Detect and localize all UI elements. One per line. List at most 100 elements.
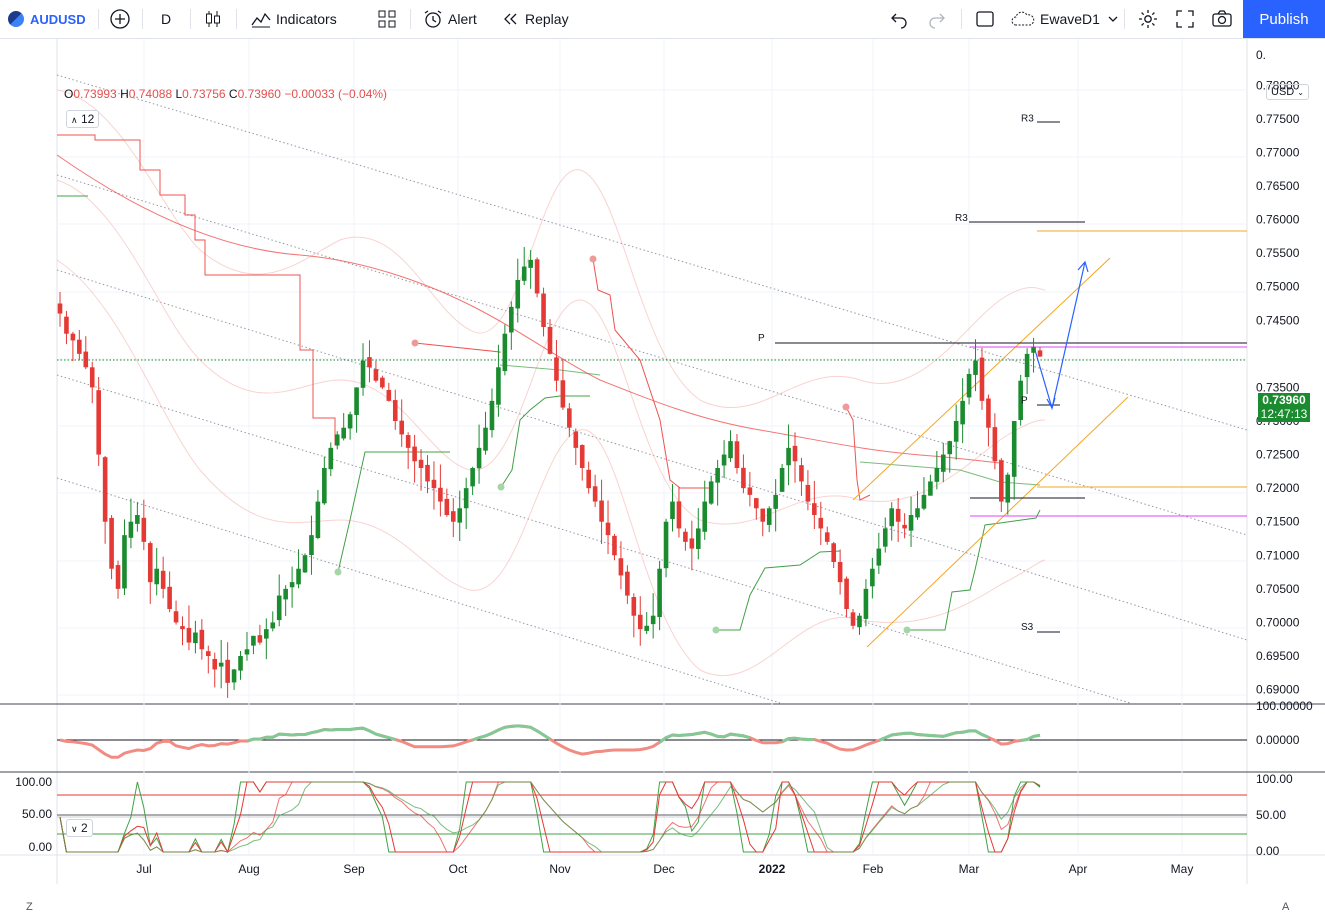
candle-body [445, 499, 450, 515]
pane2-oscillator-positive [311, 731, 317, 732]
rewind-icon [501, 10, 521, 28]
candle-body [122, 535, 127, 588]
candle-body [361, 361, 366, 388]
candle-body [851, 612, 856, 625]
bar-countdown: 12:47:13 [1258, 407, 1310, 421]
chart-type-button[interactable] [203, 0, 223, 38]
alert-button[interactable]: Alert [422, 0, 477, 38]
candle-body [986, 399, 991, 428]
candle-body [896, 509, 901, 522]
candle-body [838, 562, 843, 582]
replay-button[interactable]: Replay [501, 0, 569, 38]
pane3-toggle[interactable]: ∨ 2 [66, 819, 93, 837]
pane3-tick-label: 100.00 [1256, 772, 1293, 786]
candle-body [470, 468, 475, 486]
candle-body [947, 441, 952, 454]
candle-body [728, 441, 733, 458]
candle-body [967, 374, 972, 397]
pane2-oscillator-positive [479, 736, 485, 738]
settings-button[interactable] [1137, 0, 1159, 38]
pane3-left-tick-label: 50.00 [22, 807, 52, 821]
candle-body [573, 431, 578, 447]
price-tick-label: 0.75500 [1256, 246, 1300, 260]
price-tick-label: 0.70500 [1256, 582, 1300, 596]
interval-button[interactable]: D [161, 0, 171, 38]
candle-body [812, 503, 817, 515]
candle-body [922, 495, 927, 509]
candle-body [522, 267, 527, 281]
candles-icon [203, 9, 223, 29]
candle-body [503, 334, 508, 371]
candle-body [328, 448, 333, 469]
plus-circle-icon [109, 8, 131, 30]
candle-body [335, 434, 340, 445]
interval-label: D [161, 11, 171, 27]
candle-body [857, 616, 862, 627]
layout-name: EwaveD1 [1040, 11, 1100, 27]
pane3-tick-label: 0.00 [1256, 844, 1280, 858]
cloud-icon [1010, 10, 1036, 28]
candle-body [735, 441, 740, 468]
pane2-oscillator-positive [260, 737, 266, 739]
candle-body [528, 260, 533, 268]
candle-body [490, 401, 495, 430]
candle-body [167, 587, 172, 609]
indicators-button[interactable]: Indicators [250, 0, 337, 38]
candle-body [135, 515, 140, 524]
candle-body [219, 663, 224, 667]
candle-body [116, 565, 121, 589]
candle-body [432, 480, 437, 488]
fullscreen-select-button[interactable] [975, 0, 995, 38]
indicators-toggle[interactable]: ∧ 12 [66, 110, 99, 128]
candle-body [341, 428, 346, 439]
candle-body [483, 428, 488, 451]
candle-body [387, 390, 392, 401]
templates-button[interactable] [377, 0, 397, 38]
candle-body [696, 528, 701, 549]
symbol-search-button[interactable]: AUDUSD [8, 0, 86, 38]
layout-button[interactable]: EwaveD1 [1010, 0, 1120, 38]
top-toolbar: AUDUSD D Indicators Alert Replay EwaveD1 [0, 0, 1325, 39]
close-value: 0.73960 [238, 87, 281, 101]
auto-scale-button[interactable]: A [1282, 901, 1289, 913]
candle-body [1025, 354, 1030, 377]
undo-button[interactable] [889, 0, 909, 38]
candle-body [264, 629, 269, 638]
auto-label: A [1282, 901, 1289, 913]
candle-body [154, 569, 159, 585]
pane2-oscillator-positive [737, 735, 743, 736]
candle-body [644, 626, 649, 631]
candle-body [174, 611, 179, 622]
candle-body [928, 481, 933, 495]
low-value: 0.73756 [182, 87, 225, 101]
candle-body [818, 518, 823, 529]
candle-body [212, 659, 217, 669]
fullscreen-icon [1175, 9, 1195, 29]
chart-canvas[interactable]: 0.780000.775000.770000.765000.760000.755… [0, 39, 1325, 884]
candle-body [786, 448, 791, 465]
publish-button[interactable]: Publish [1243, 0, 1325, 38]
candle-body [606, 523, 611, 535]
pane2-oscillator-positive [382, 736, 388, 738]
candle-body [541, 294, 546, 327]
candle-body [251, 636, 256, 646]
fullscreen-button[interactable] [1175, 0, 1195, 38]
candle-body [109, 518, 114, 569]
zoom-label: Z [26, 901, 33, 913]
candle-body [322, 468, 327, 503]
candle-body [561, 380, 566, 407]
candle-body [200, 630, 205, 650]
candle-body [554, 357, 559, 380]
price-tick-label: 0.72500 [1256, 448, 1300, 462]
candle-body [941, 455, 946, 472]
compare-button[interactable] [109, 0, 131, 38]
currency-button[interactable]: USD ⌄ [1266, 84, 1309, 100]
candle-body [283, 589, 288, 600]
candle-body [657, 569, 662, 617]
redo-button[interactable] [927, 0, 947, 38]
pane2-oscillator-positive [692, 733, 698, 734]
zoom-button[interactable]: Z [26, 901, 33, 913]
candle-body [354, 387, 359, 415]
snapshot-button[interactable] [1211, 0, 1233, 38]
